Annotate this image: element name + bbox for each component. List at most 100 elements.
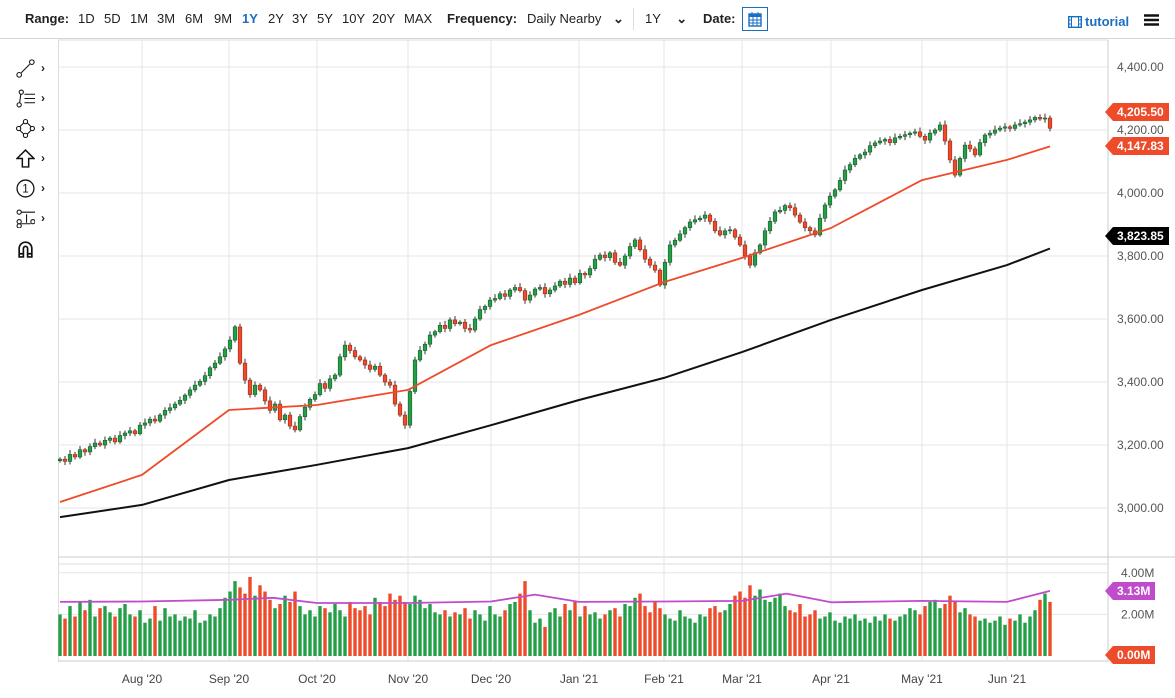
candle	[842, 165, 848, 185]
volume-bar	[153, 606, 157, 656]
magnet-button[interactable]	[16, 236, 56, 260]
candle	[527, 291, 533, 304]
range-3y[interactable]: 3Y	[292, 11, 308, 26]
candle-body	[187, 389, 193, 396]
candle-body	[772, 211, 778, 222]
candle-body	[162, 410, 168, 416]
volume-bar	[638, 593, 642, 656]
volume-bar	[233, 581, 237, 656]
volume-bar	[753, 595, 757, 656]
candle-body	[297, 416, 303, 431]
period-select[interactable]: 1Y ⌄	[645, 11, 687, 27]
volume-bar	[273, 608, 277, 656]
candle-body	[722, 230, 728, 236]
frequency-select[interactable]: Daily Nearby ⌄	[527, 11, 624, 27]
candle-body	[947, 140, 953, 161]
volume-bar	[973, 616, 977, 656]
candle	[957, 156, 963, 177]
candle	[82, 447, 88, 456]
range-1d[interactable]: 1D	[78, 11, 95, 26]
candle-body	[647, 258, 653, 266]
candle	[357, 354, 363, 362]
chevron-right-icon: ›	[41, 61, 45, 75]
volume-bar	[303, 614, 307, 656]
candle-body	[982, 134, 988, 143]
candle	[782, 203, 788, 215]
calendar-button[interactable]	[742, 7, 768, 31]
volume-bar	[858, 620, 862, 656]
candle-body	[412, 359, 418, 392]
line-tool-button[interactable]: ›	[16, 56, 56, 80]
candle	[632, 238, 638, 250]
x-tick-label: Nov '20	[388, 672, 429, 686]
candle	[177, 396, 183, 406]
candle-body	[687, 221, 693, 228]
volume-bar	[778, 593, 782, 656]
volume-bar	[178, 620, 182, 656]
candle	[252, 381, 258, 398]
range-5y[interactable]: 5Y	[317, 11, 333, 26]
volume-bar	[838, 622, 842, 656]
measure-tool-button[interactable]: ›	[16, 206, 56, 230]
range-10y[interactable]: 10Y	[342, 11, 366, 26]
volume-bar	[588, 614, 592, 656]
volume-bar	[133, 616, 137, 656]
range-9m[interactable]: 9M	[214, 11, 233, 26]
candle-body	[957, 158, 963, 176]
candle	[112, 434, 118, 445]
range-2y[interactable]: 2Y	[268, 11, 284, 26]
candle-body	[477, 309, 483, 320]
arrow-up-button[interactable]: ›	[16, 146, 56, 170]
volume-bar	[348, 601, 352, 656]
candle	[457, 320, 463, 326]
candle	[937, 121, 943, 132]
candle	[812, 227, 818, 238]
range-6m[interactable]: 6M	[185, 11, 204, 26]
toolbar: Range: 1D 5D 1M 3M 6M 9M 1Y 2Y 3Y 5Y 10Y 20Y MAX Fre…	[0, 0, 1175, 39]
candle	[752, 249, 758, 268]
volume-bar	[863, 618, 867, 656]
shape-tool-button[interactable]: ›	[16, 116, 56, 140]
candle-body	[122, 432, 128, 436]
candle-body	[232, 326, 238, 341]
candle	[777, 206, 783, 214]
range-20y[interactable]: 20Y	[372, 11, 396, 26]
fibonacci-tool-button[interactable]: ›	[16, 86, 56, 110]
x-tick-label: Mar '21	[722, 672, 762, 686]
volume-bar	[88, 599, 92, 656]
volume-bar	[78, 601, 82, 656]
volume-bar	[73, 616, 77, 656]
range-1m[interactable]: 1M	[130, 11, 149, 26]
candle	[977, 138, 983, 157]
candle	[827, 192, 833, 209]
volume-bar	[803, 616, 807, 656]
volume-bar	[93, 616, 97, 656]
hamburger-menu-icon[interactable]	[1144, 14, 1159, 26]
volume-bar	[258, 585, 262, 656]
candle	[692, 215, 698, 225]
candle-body	[682, 227, 688, 235]
volume-bar	[868, 622, 872, 656]
candle-body	[992, 129, 998, 134]
volume-bar	[253, 595, 257, 656]
candle-body	[302, 406, 308, 417]
x-tick-label: Apr '21	[812, 672, 850, 686]
candle-body	[352, 350, 358, 358]
volume-bar	[68, 606, 72, 656]
range-5d[interactable]: 5D	[104, 11, 121, 26]
volume-bar	[763, 599, 767, 656]
range-1y[interactable]: 1Y	[242, 11, 258, 26]
range-max[interactable]: MAX	[404, 11, 433, 26]
candle-body	[732, 229, 738, 238]
tutorial-link[interactable]: tutorial	[1068, 14, 1129, 29]
candle-body	[977, 142, 983, 156]
candle	[862, 148, 868, 159]
candle-body	[882, 139, 888, 142]
volume-bar	[758, 589, 762, 656]
range-3m[interactable]: 3M	[157, 11, 176, 26]
number-marker-button[interactable]: 1 ›	[16, 176, 56, 200]
volume-zero-tag: 0.00M	[1104, 646, 1156, 664]
candle	[242, 358, 248, 384]
candle-body	[407, 391, 413, 426]
